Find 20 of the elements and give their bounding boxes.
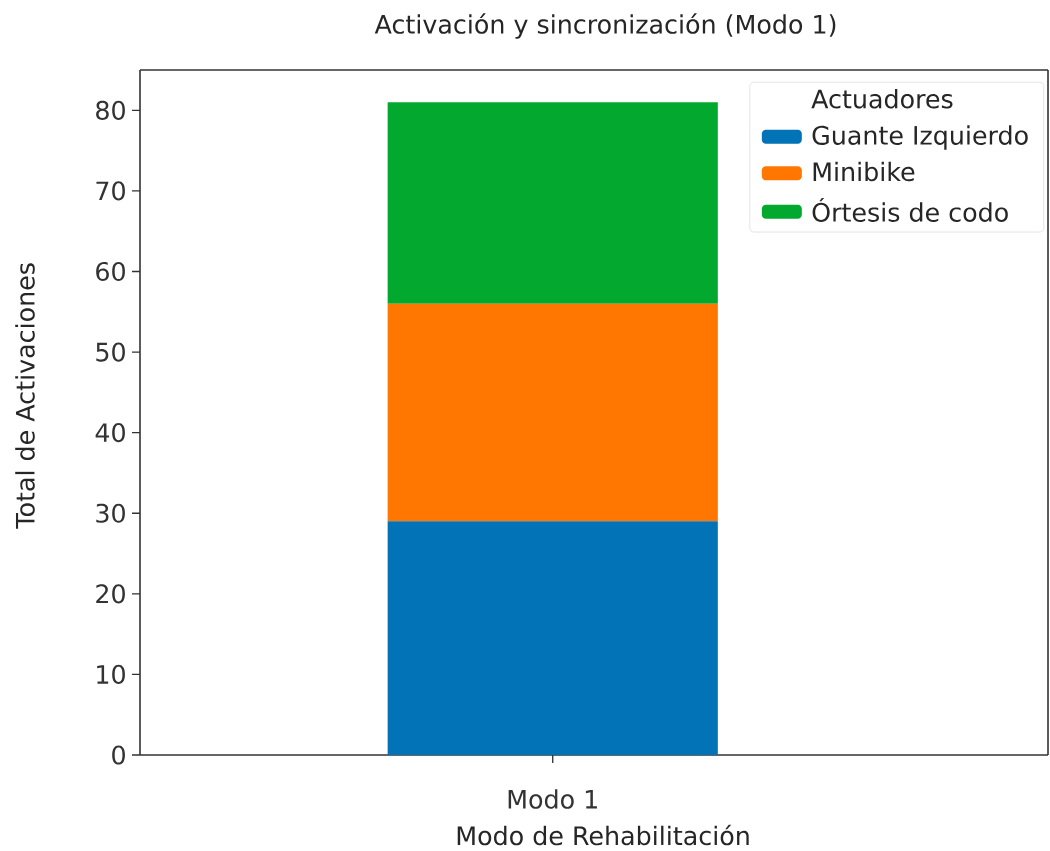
y-tick-label: 20 [96,584,125,604]
y-tick-label: 60 [96,261,125,282]
x-tick-label: Modo 1 [508,789,597,809]
y-tick-label: 30 [96,503,125,523]
y-tick-label: 70 [96,181,125,201]
legend-label: Órtesis de codo [812,198,1008,222]
chart-title: Activación y sincronización (Modo 1) [374,13,836,39]
y-tick-label: 40 [95,423,125,443]
x-axis-title: Modo de Rehabilitación [457,824,749,846]
legend-title: Actuadores [811,88,953,109]
y-axis-title: Total de Activaciones [15,263,35,529]
legend-label: Guante Izquierdo [812,125,1028,150]
bar [387,521,718,755]
y-tick-label: 0 [112,745,125,765]
y-tick-label: 10 [97,664,125,684]
legend-label: Minibike [813,161,915,182]
bar [387,102,718,304]
bar [387,303,718,522]
y-tick-label: 80 [96,100,125,120]
y-tick-label: 50 [96,342,125,362]
